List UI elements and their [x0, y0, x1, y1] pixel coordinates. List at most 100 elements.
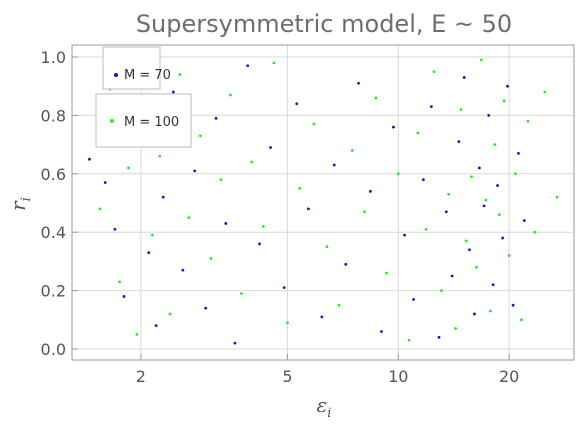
data-point [154, 324, 158, 328]
data-point [462, 76, 466, 79]
legend-item-m100: M = 100 [95, 93, 192, 148]
data-point [385, 271, 389, 275]
data-point [219, 178, 223, 182]
data-point [501, 236, 505, 240]
legend: M = 70 M = 100 [95, 46, 192, 148]
data-point [258, 242, 261, 246]
data-point [122, 295, 126, 298]
data-point [496, 184, 499, 187]
data-point [470, 175, 473, 179]
data-point [337, 303, 341, 307]
data-point [325, 245, 329, 249]
data-point [374, 96, 378, 100]
data-point [489, 309, 492, 313]
data-point [103, 181, 107, 184]
data-point [424, 227, 428, 231]
data-point [392, 125, 395, 129]
data-point [506, 84, 509, 88]
data-point [533, 230, 537, 234]
y-tick-label: 1.0 [41, 48, 66, 67]
data-point [357, 81, 360, 85]
data-point [543, 90, 547, 94]
data-point [484, 198, 488, 202]
data-point [514, 172, 517, 176]
data-point [88, 157, 91, 161]
data-point [511, 303, 515, 307]
data-point [344, 262, 348, 266]
data-point [473, 312, 476, 316]
data-point [482, 204, 486, 208]
data-point [240, 292, 243, 295]
plot-frame [71, 44, 575, 361]
data-point [555, 195, 559, 199]
data-point [493, 143, 497, 147]
data-point [416, 131, 420, 135]
data-point [430, 105, 433, 109]
legend-marker-m100 [110, 119, 114, 123]
data-point [209, 257, 213, 260]
data-point [502, 99, 506, 103]
y-tick-label: 0.0 [41, 340, 66, 359]
x-axis-label-sub: i [327, 406, 331, 421]
data-point [447, 192, 451, 196]
data-point [422, 178, 425, 182]
data-point [113, 227, 117, 231]
data-points [88, 58, 559, 345]
legend-label-m100: M = 100 [124, 115, 179, 130]
data-point [269, 146, 272, 149]
data-point [151, 233, 154, 237]
data-point [181, 268, 185, 272]
data-point [457, 140, 461, 144]
data-point [286, 321, 289, 325]
data-point [246, 64, 250, 68]
legend-label-m70: M = 70 [124, 68, 171, 83]
data-point [320, 315, 324, 319]
data-point [363, 210, 366, 214]
data-point [412, 297, 415, 301]
data-point [464, 239, 468, 243]
x-axis-label: εi [317, 393, 332, 421]
data-point [135, 333, 139, 336]
y-tick-label: 0.8 [41, 106, 66, 125]
data-point [214, 116, 218, 120]
y-axis-ticks: 0.0 0.2 0.4 0.6 0.8 1.0 [41, 48, 78, 359]
data-point [224, 222, 228, 225]
data-point [440, 289, 443, 292]
data-point [178, 73, 182, 76]
data-point [497, 213, 501, 217]
data-point [158, 154, 162, 158]
data-point [295, 102, 299, 106]
data-point [161, 195, 165, 199]
x-tick-label: 10 [388, 367, 408, 386]
y-axis-label-sub: i [19, 197, 34, 201]
y-tick-label: 0.4 [41, 223, 66, 242]
data-point [444, 210, 448, 214]
data-point [272, 61, 276, 65]
data-point [380, 330, 383, 333]
data-point [127, 166, 130, 170]
data-point [450, 274, 454, 278]
x-grid-lines [140, 45, 510, 360]
data-point [517, 151, 520, 155]
data-point [118, 280, 121, 284]
data-point [233, 341, 237, 345]
y-axis-label-base: r [6, 200, 30, 211]
x-tick-label: 20 [499, 367, 519, 386]
data-point [250, 160, 254, 164]
series-0 [88, 64, 526, 345]
y-tick-label: 0.2 [41, 282, 66, 301]
legend-marker-m70 [114, 73, 118, 77]
data-point [396, 172, 400, 176]
data-point [261, 224, 265, 228]
data-point [312, 122, 316, 126]
data-point [520, 318, 523, 322]
data-point [526, 119, 530, 123]
x-tick-label: 2 [136, 367, 146, 386]
y-tick-label: 0.6 [41, 165, 66, 184]
data-point [198, 134, 202, 138]
data-point [332, 163, 336, 167]
data-point [459, 108, 463, 111]
data-point [282, 286, 286, 290]
data-point [171, 90, 175, 94]
